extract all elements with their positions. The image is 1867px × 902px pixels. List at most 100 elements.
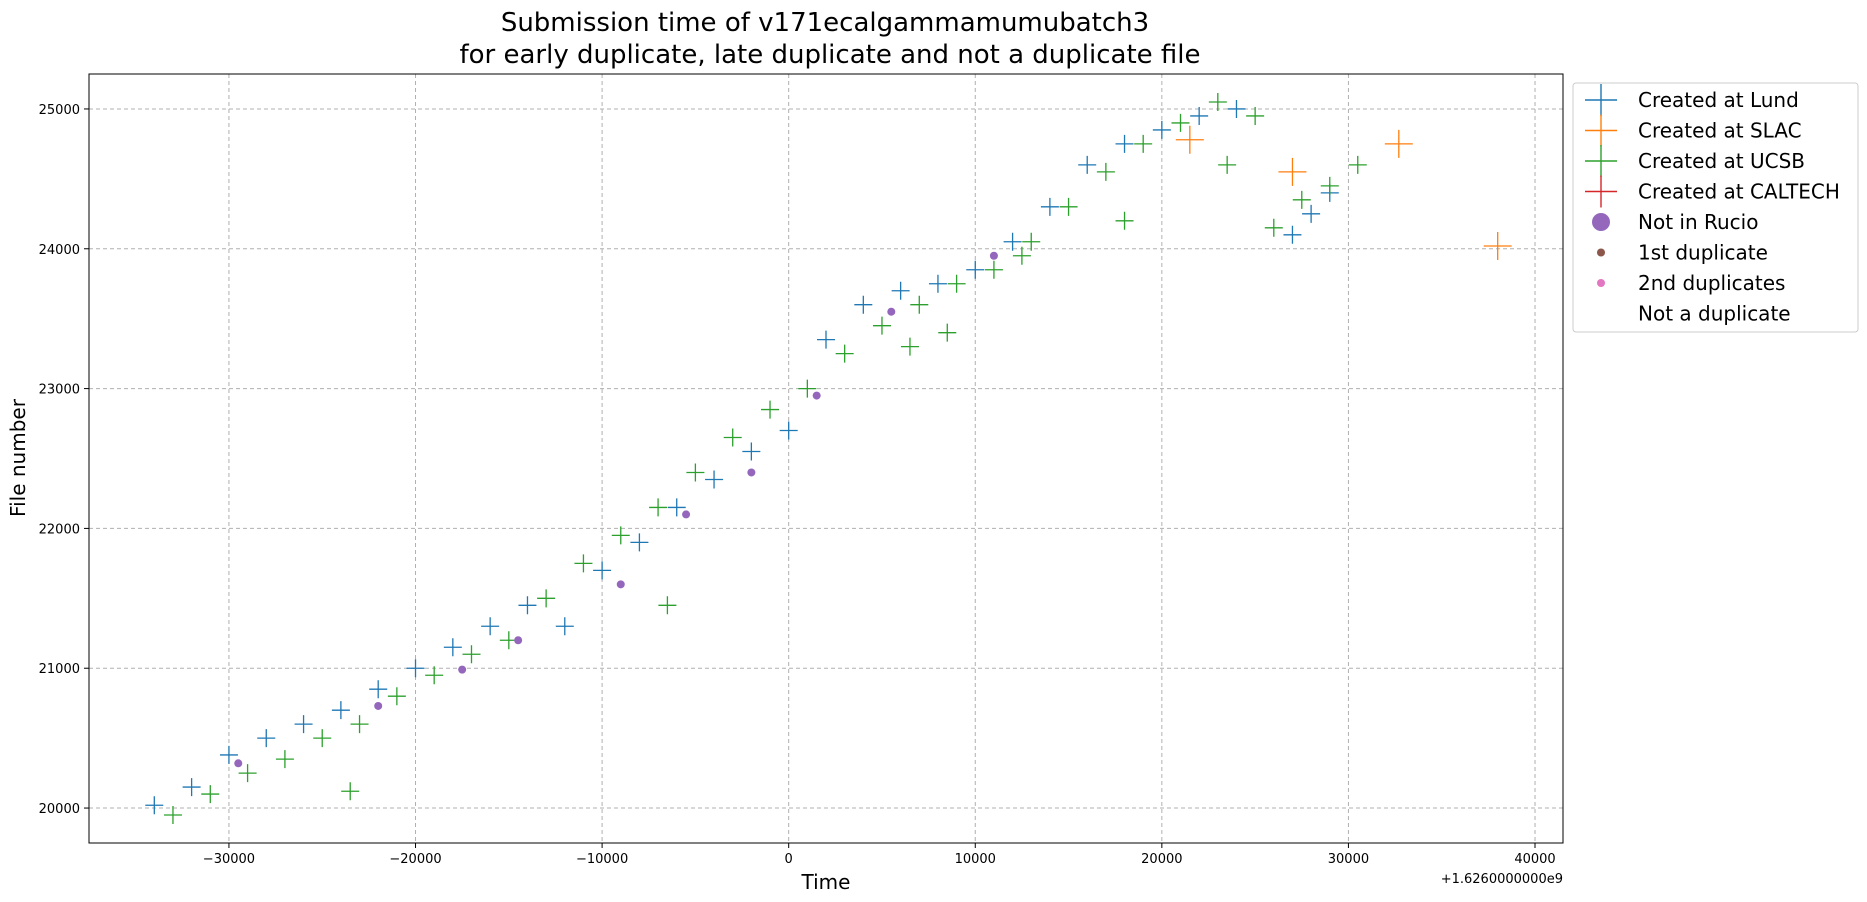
data-point	[989, 251, 998, 260]
data-points	[145, 92, 1512, 825]
legend-marker	[1585, 175, 1617, 208]
data-point	[723, 428, 742, 447]
data-point	[462, 645, 481, 664]
legend-marker	[1585, 114, 1617, 147]
x-axis-offset-label: +1.6260000000e9	[1441, 872, 1563, 887]
series-created-at-slac	[1175, 125, 1512, 260]
data-point	[163, 806, 182, 825]
data-point	[1096, 162, 1115, 181]
x-tick-label: 0	[785, 852, 793, 867]
x-tick-label: −30000	[203, 852, 255, 867]
data-point	[201, 785, 220, 804]
y-tick-label: 25000	[39, 103, 80, 118]
data-point	[682, 510, 691, 519]
data-point	[658, 596, 677, 615]
legend-label: Created at CALTECH	[1638, 180, 1840, 204]
data-point	[1059, 197, 1078, 216]
data-point	[374, 701, 383, 710]
data-point	[1175, 125, 1204, 154]
x-axis-label: Time	[801, 870, 851, 894]
y-axis-ticks: 20000 21000 22000 23000 24000 25000	[39, 103, 89, 817]
data-point	[910, 295, 929, 314]
data-point	[350, 715, 369, 734]
legend-box	[1572, 82, 1859, 333]
data-point	[947, 274, 966, 293]
data-point	[1003, 232, 1022, 251]
data-point	[1190, 106, 1209, 125]
data-point	[1134, 134, 1153, 153]
legend-marker	[1585, 84, 1617, 116]
series-created-at-ucsb	[163, 92, 1367, 825]
data-point	[313, 729, 332, 748]
data-point	[686, 463, 705, 482]
x-axis-ticks: −30000 −20000 −10000 0 10000 20000 30000 40000	[203, 843, 1556, 867]
data-point	[705, 470, 724, 489]
legend-marker	[1597, 248, 1605, 257]
series-not-in-rucio	[234, 251, 998, 768]
data-point	[667, 498, 686, 517]
data-point	[145, 796, 164, 815]
data-point	[1012, 246, 1031, 265]
x-tick-label: 10000	[955, 852, 996, 867]
data-point	[514, 636, 523, 645]
series-created-at-lund	[145, 99, 1339, 815]
data-point	[406, 659, 425, 678]
data-point	[182, 778, 201, 797]
data-point	[1348, 155, 1367, 174]
x-tick-label: 20000	[1141, 852, 1182, 867]
legend-label: Not in Rucio	[1638, 210, 1758, 234]
data-point	[1246, 106, 1265, 125]
data-point	[747, 468, 756, 477]
legend-label: Not a duplicate	[1638, 302, 1791, 326]
data-point	[872, 316, 891, 335]
data-point	[1264, 218, 1283, 237]
data-point	[984, 260, 1003, 279]
data-point	[812, 391, 821, 400]
data-point	[331, 701, 350, 720]
grid-lines	[89, 74, 1563, 843]
data-point	[481, 617, 500, 636]
legend-marker	[1592, 213, 1610, 231]
data-point	[779, 421, 798, 440]
x-tick-label: 30000	[1328, 852, 1369, 867]
data-point	[387, 687, 406, 706]
plot-area	[88, 73, 1564, 844]
data-point	[1384, 129, 1413, 158]
data-point	[425, 666, 444, 685]
legend-label: Created at Lund	[1638, 88, 1799, 112]
y-tick-label: 24000	[39, 243, 80, 258]
data-point	[616, 580, 625, 589]
data-point	[817, 330, 835, 349]
data-point	[1320, 176, 1339, 195]
data-point	[1292, 190, 1311, 209]
data-point	[518, 596, 537, 615]
legend-label: Created at UCSB	[1638, 149, 1805, 173]
data-point	[1152, 120, 1171, 139]
y-tick-label: 21000	[39, 662, 80, 677]
data-point	[1022, 232, 1041, 251]
legend-label: 2nd duplicates	[1638, 271, 1785, 295]
data-point	[798, 379, 817, 398]
data-point	[891, 281, 910, 300]
data-point	[341, 782, 360, 801]
data-point	[1171, 113, 1190, 132]
x-tick-label: −20000	[389, 852, 441, 867]
legend-marker	[1597, 279, 1605, 287]
data-point	[275, 750, 294, 769]
data-point	[649, 498, 668, 517]
data-point	[234, 759, 243, 768]
data-point	[835, 344, 854, 363]
data-point	[1278, 157, 1307, 186]
data-point	[1283, 225, 1302, 244]
data-point	[900, 337, 919, 356]
data-point	[537, 589, 556, 608]
data-point	[1483, 231, 1512, 260]
data-point	[238, 764, 257, 783]
data-point	[611, 526, 630, 545]
y-tick-label: 22000	[39, 522, 80, 537]
data-point	[555, 617, 574, 636]
data-point	[1227, 99, 1246, 118]
data-point	[854, 295, 873, 314]
legend: Created at Lund Created at SLAC Created at…	[1572, 82, 1859, 333]
data-point	[443, 638, 462, 657]
